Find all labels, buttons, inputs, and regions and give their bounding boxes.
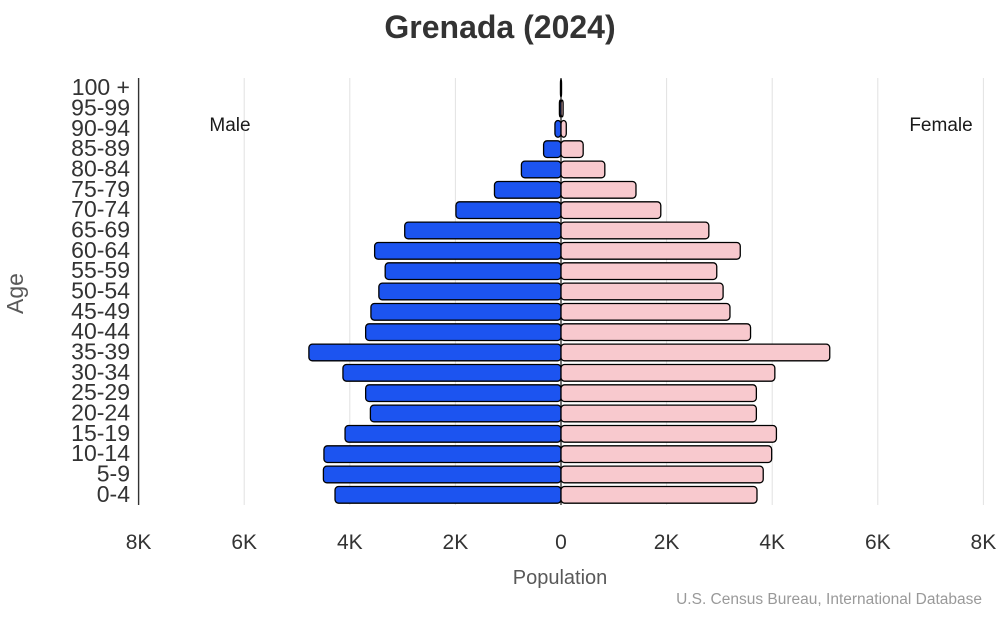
svg-text:Male: Male xyxy=(209,115,250,136)
svg-text:4K: 4K xyxy=(337,531,363,554)
svg-text:Population: Population xyxy=(513,567,608,589)
svg-text:2K: 2K xyxy=(654,531,680,554)
svg-text:0: 0 xyxy=(555,531,567,554)
svg-text:Age: Age xyxy=(2,273,28,314)
svg-text:6K: 6K xyxy=(865,531,891,554)
svg-text:8K: 8K xyxy=(126,531,152,554)
svg-text:2K: 2K xyxy=(443,531,469,554)
svg-text:6K: 6K xyxy=(231,531,257,554)
svg-text:U.S. Census Bureau, Internatio: U.S. Census Bureau, International Databa… xyxy=(676,591,982,608)
svg-text:Female: Female xyxy=(909,115,972,136)
svg-text:Grenada (2024): Grenada (2024) xyxy=(384,9,615,45)
svg-text:4K: 4K xyxy=(759,531,785,554)
svg-text:8K: 8K xyxy=(971,531,997,554)
svg-text:0-4: 0-4 xyxy=(97,481,130,507)
